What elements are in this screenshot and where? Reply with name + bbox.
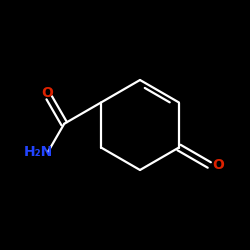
- Text: H₂N: H₂N: [23, 145, 52, 159]
- Text: O: O: [41, 86, 53, 101]
- Text: O: O: [212, 158, 224, 172]
